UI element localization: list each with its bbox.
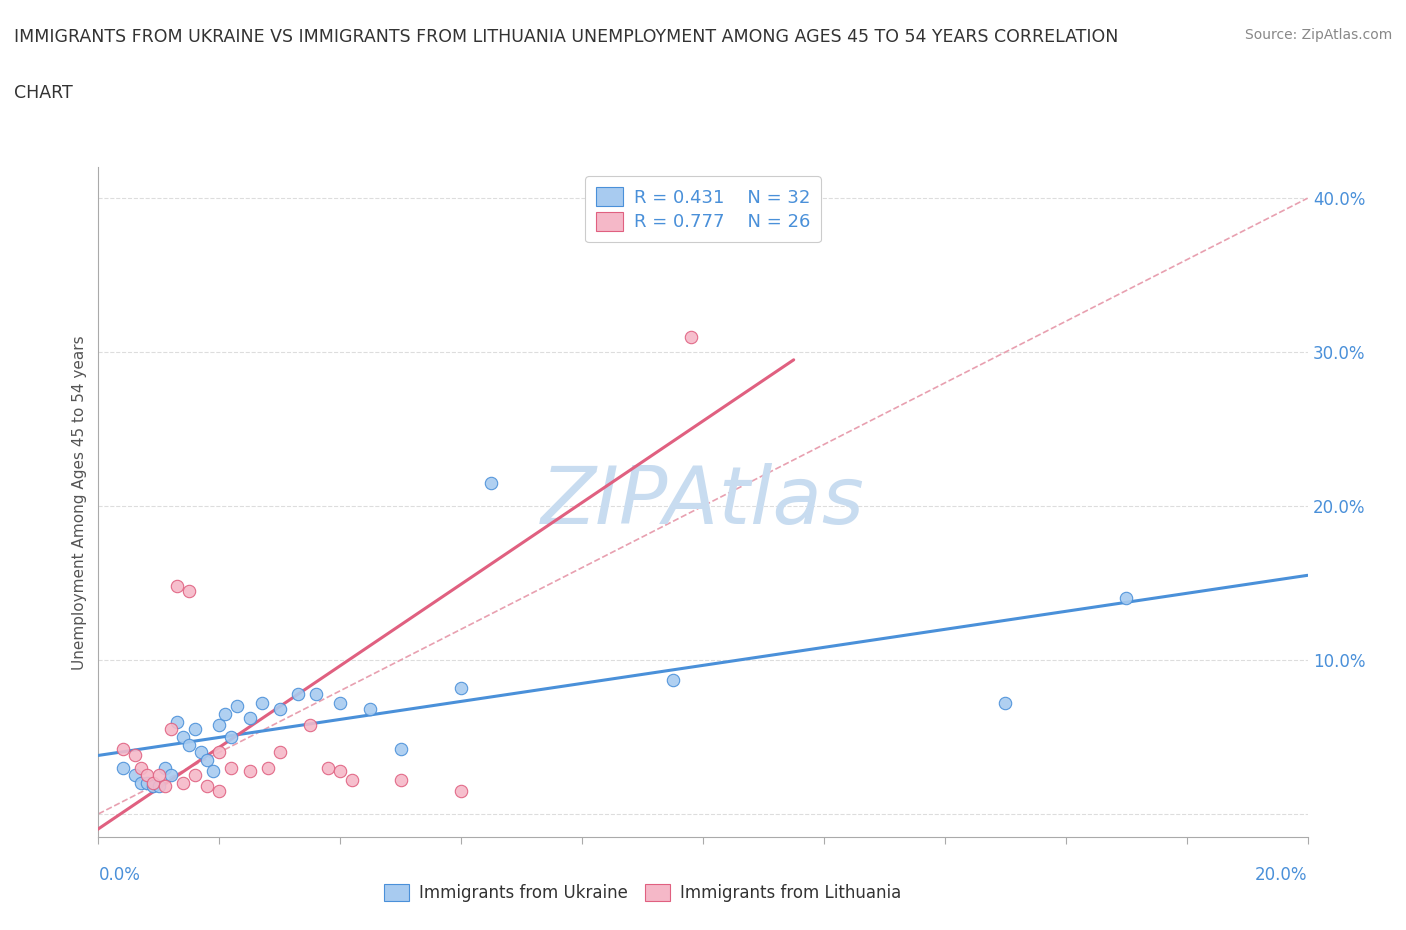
Legend: Immigrants from Ukraine, Immigrants from Lithuania: Immigrants from Ukraine, Immigrants from…: [377, 878, 908, 909]
Point: [269, 702, 291, 717]
Point: [172, 729, 194, 744]
Point: [166, 578, 188, 593]
Point: [111, 761, 134, 776]
Point: [184, 722, 207, 737]
Point: [221, 761, 243, 776]
Point: [153, 761, 176, 776]
Point: [1115, 591, 1137, 605]
Point: [202, 764, 225, 778]
Point: [329, 764, 352, 778]
Point: [195, 752, 218, 767]
Point: [239, 711, 262, 726]
Point: [221, 729, 243, 744]
Point: [190, 745, 212, 760]
Point: [153, 778, 176, 793]
Point: [135, 776, 157, 790]
Point: [239, 764, 262, 778]
Text: IMMIGRANTS FROM UKRAINE VS IMMIGRANTS FROM LITHUANIA UNEMPLOYMENT AMONG AGES 45 : IMMIGRANTS FROM UKRAINE VS IMMIGRANTS FR…: [14, 28, 1118, 46]
Y-axis label: Unemployment Among Ages 45 to 54 years: Unemployment Among Ages 45 to 54 years: [72, 335, 87, 670]
Text: Source: ZipAtlas.com: Source: ZipAtlas.com: [1244, 28, 1392, 42]
Point: [329, 696, 352, 711]
Point: [679, 329, 702, 344]
Point: [994, 696, 1017, 711]
Point: [124, 768, 146, 783]
Point: [172, 776, 194, 790]
Point: [208, 717, 231, 732]
Point: [142, 778, 165, 793]
Point: [481, 475, 503, 490]
Text: 0.0%: 0.0%: [98, 866, 141, 884]
Point: [142, 776, 165, 790]
Point: [389, 773, 412, 788]
Point: [450, 680, 472, 695]
Point: [389, 742, 412, 757]
Point: [160, 768, 183, 783]
Text: ZIPAtlas: ZIPAtlas: [541, 463, 865, 541]
Point: [662, 672, 685, 687]
Point: [342, 773, 364, 788]
Point: [184, 768, 207, 783]
Point: [299, 717, 322, 732]
Point: [226, 698, 249, 713]
Point: [250, 696, 273, 711]
Point: [214, 707, 236, 722]
Point: [208, 783, 231, 798]
Point: [179, 583, 201, 598]
Point: [360, 702, 382, 717]
Point: [129, 761, 152, 776]
Point: [269, 745, 291, 760]
Text: CHART: CHART: [14, 84, 73, 101]
Point: [256, 761, 278, 776]
Point: [179, 737, 201, 752]
Text: 20.0%: 20.0%: [1256, 866, 1308, 884]
Point: [124, 748, 146, 763]
Point: [129, 776, 152, 790]
Point: [316, 761, 339, 776]
Point: [160, 722, 183, 737]
Point: [148, 778, 170, 793]
Point: [111, 742, 134, 757]
Point: [135, 768, 157, 783]
Point: [148, 768, 170, 783]
Point: [287, 686, 309, 701]
Point: [305, 686, 328, 701]
Point: [195, 778, 218, 793]
Point: [166, 714, 188, 729]
Point: [208, 745, 231, 760]
Point: [450, 783, 472, 798]
